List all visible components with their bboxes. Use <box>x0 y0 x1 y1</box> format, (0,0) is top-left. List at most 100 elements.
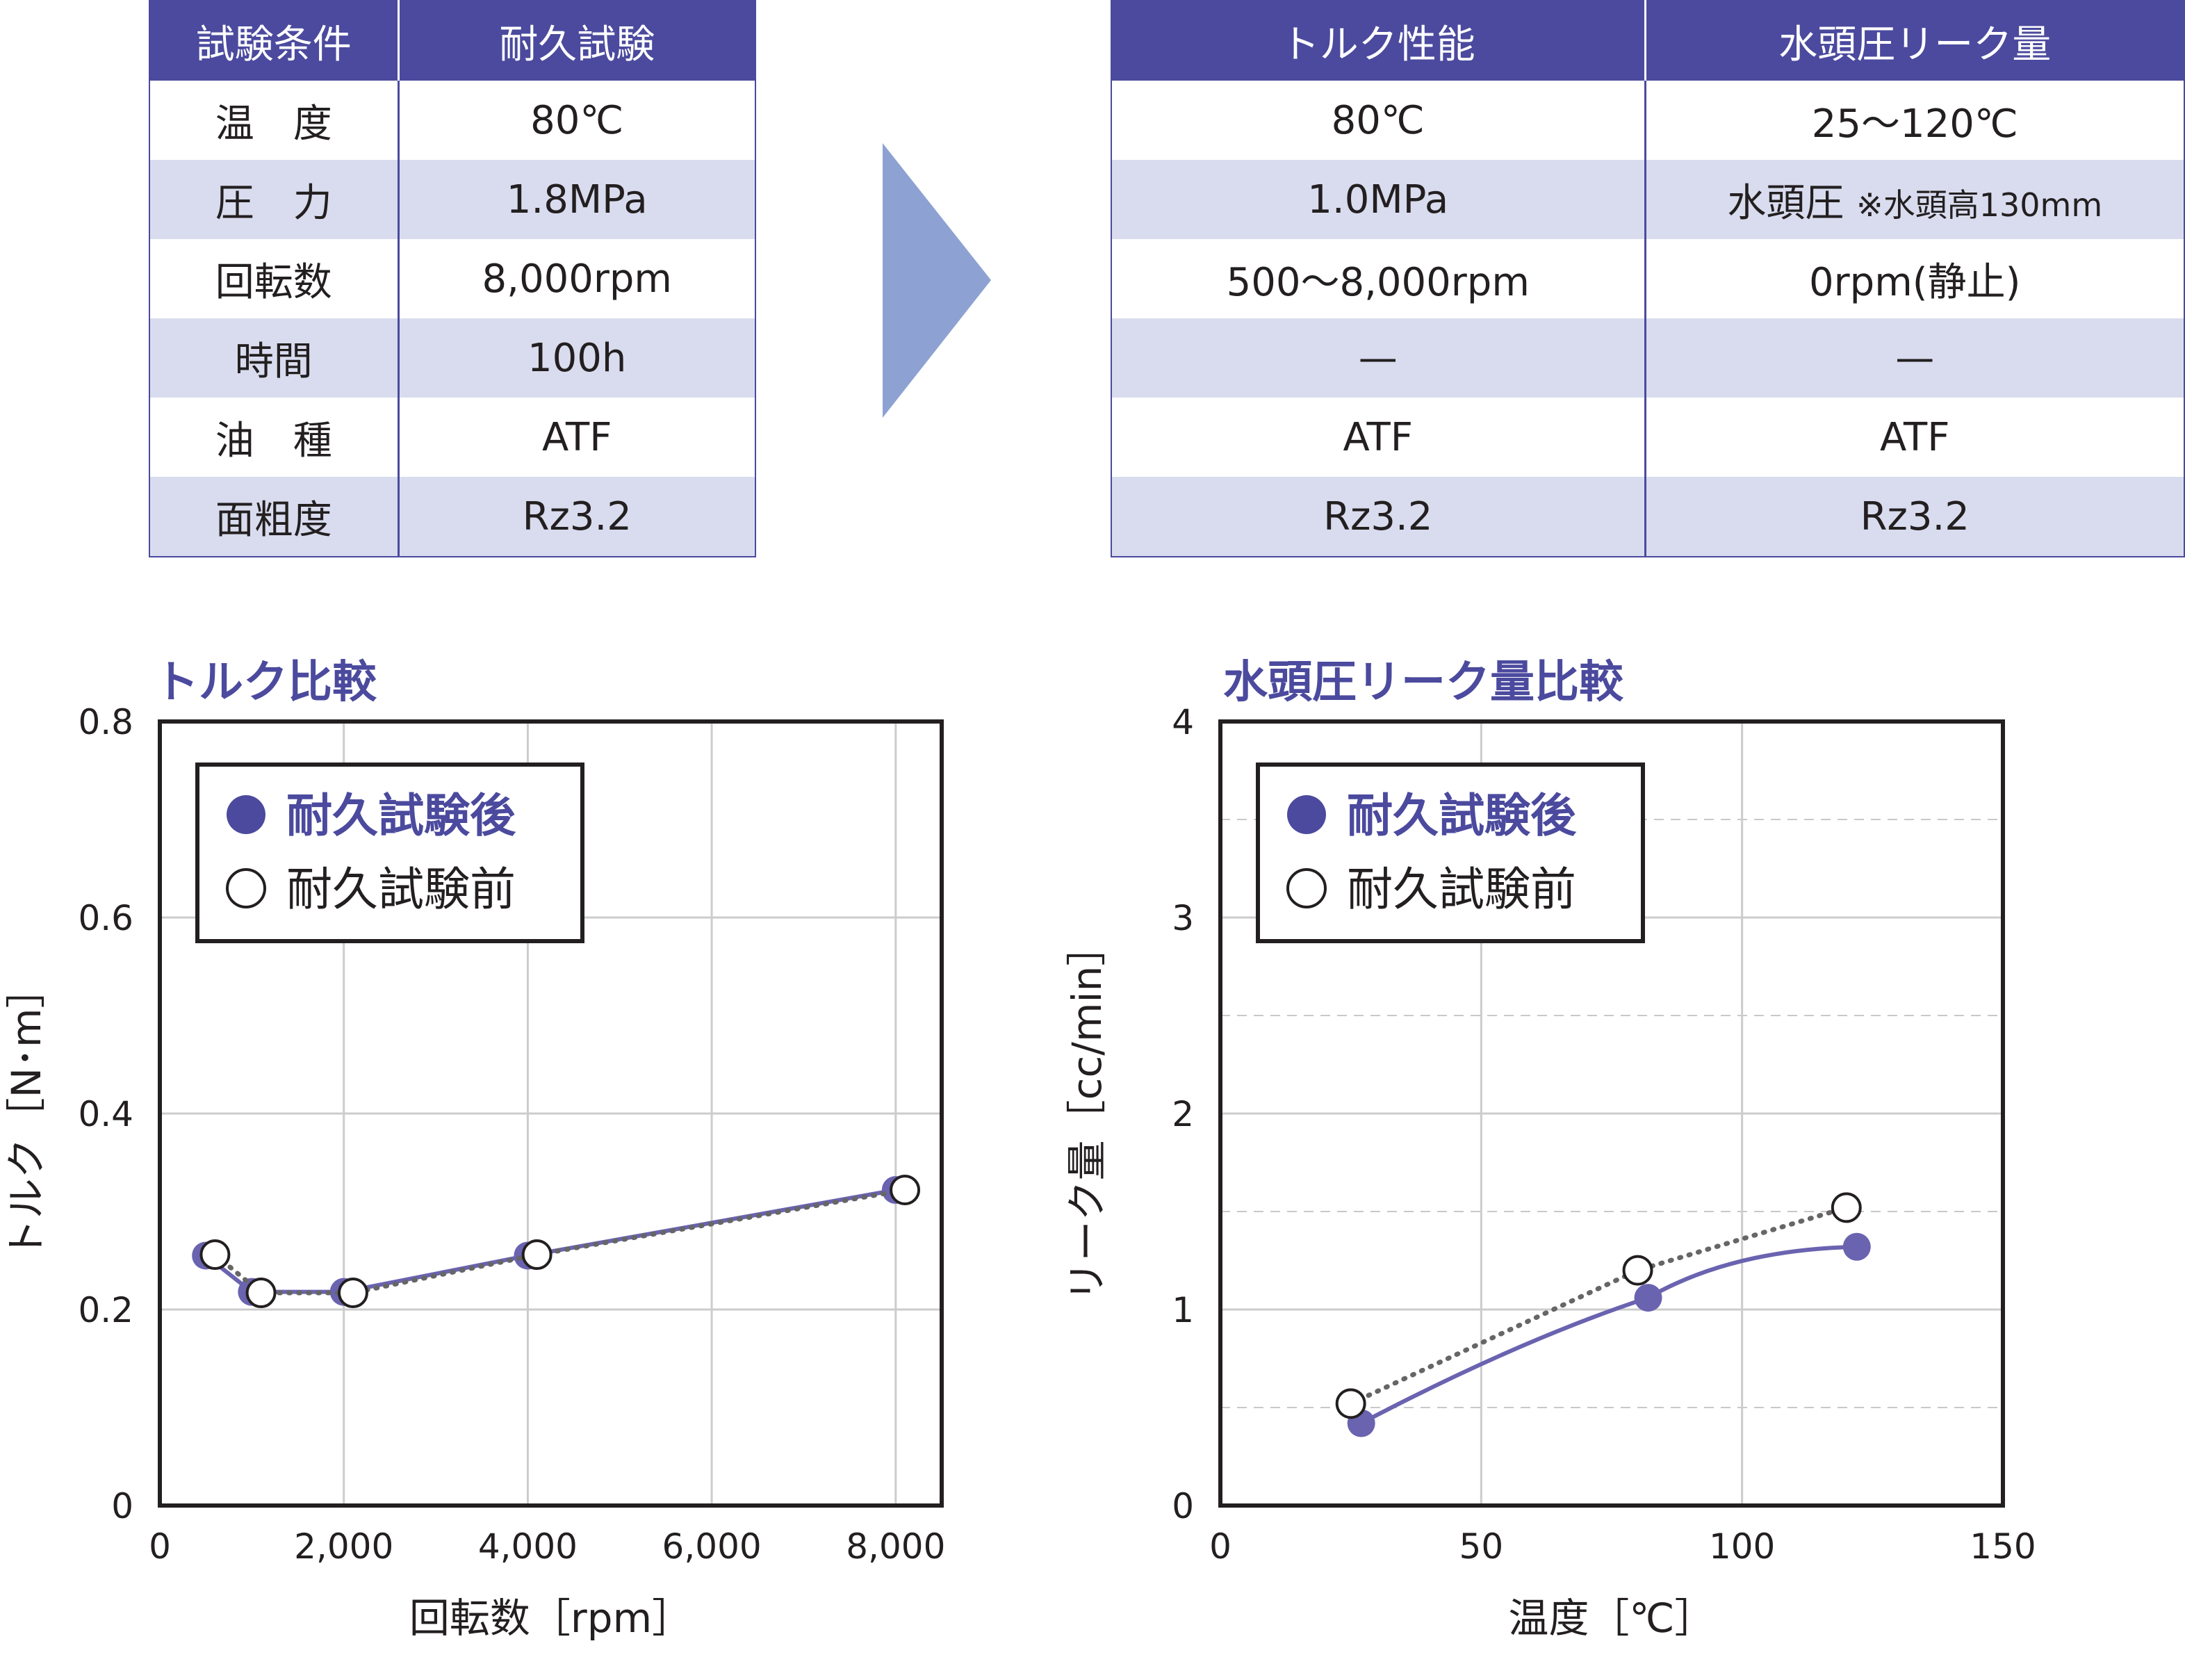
table-row: 圧 力 1.8MPa <box>149 160 755 239</box>
x-tick-label: 150 <box>1970 1526 2036 1567</box>
data-point <box>1831 1192 1862 1223</box>
table-header-cell: 耐久試験 <box>398 1 755 81</box>
x-tick-label: 50 <box>1459 1526 1504 1567</box>
data-point <box>1335 1388 1366 1419</box>
table-cell: 面粗度 <box>149 477 400 557</box>
table-row: 1.0MPa 水頭圧 ※水頭高130mm <box>1111 160 2184 239</box>
legend-label: 耐久試験前 <box>286 863 516 916</box>
legend-marker <box>1287 795 1326 834</box>
table-cell: 回転数 <box>149 239 400 318</box>
series-line <box>1348 1205 1849 1406</box>
data-point <box>245 1278 277 1309</box>
table-header-row: トルク性能 水頭圧リーク量 <box>1111 1 2184 81</box>
y-tick-label: 0 <box>111 1486 133 1526</box>
table-header-cell: 水頭圧リーク量 <box>1645 1 2184 81</box>
table-cell: — <box>1111 318 1646 398</box>
legend-box <box>195 762 584 943</box>
table-row: 面粗度 Rz3.2 <box>149 477 755 557</box>
y-tick-label: 0.6 <box>78 898 133 938</box>
leak-chart-title: 水頭圧リーク量比較 <box>1223 657 1623 708</box>
table-cell: 0rpm(静止) <box>1809 259 2021 305</box>
table-header-cell: 試験条件 <box>149 1 400 81</box>
table-row: Rz3.2 Rz3.2 <box>1111 477 2184 557</box>
legend-label: 耐久試験後 <box>286 789 516 842</box>
plot-frame <box>158 719 944 1508</box>
table-row: 500～8,000rpm 0rpm(静止) <box>1111 239 2184 318</box>
table-row: — — <box>1111 318 2184 398</box>
table-cell: — <box>1645 318 2184 398</box>
table-cell: 8,000rpm <box>482 256 672 302</box>
data-point <box>1634 1284 1662 1312</box>
table-cell: 水頭圧 ※水頭高130mm <box>1645 160 2184 239</box>
evaluation-conditions-table: トルク性能 水頭圧リーク量 80℃ 25～120℃ 1.0MPa 水頭圧 ※水頭… <box>1111 0 2185 557</box>
table-cell: 1.0MPa <box>1111 160 1646 239</box>
y-tick-label: 4 <box>1172 702 1194 742</box>
plot-frame <box>1218 719 2005 1508</box>
table-cell: Rz3.2 <box>1111 477 1646 557</box>
table-row: 回転数 8,000rpm <box>149 239 755 318</box>
y-axis-label: トルク［N･m］ <box>3 968 50 1259</box>
y-tick-label: 2 <box>1172 1094 1194 1134</box>
table-row: 油 種 ATF <box>149 398 755 477</box>
data-point <box>1622 1255 1653 1286</box>
data-point <box>890 1174 921 1205</box>
legend-marker <box>1286 868 1327 908</box>
data-point <box>199 1239 231 1271</box>
x-tick-label: 0 <box>149 1526 171 1567</box>
table-cell: 25～120℃ <box>1811 101 2018 147</box>
x-axis-label: 回転数［rpm］ <box>409 1595 692 1642</box>
table-cell: Rz3.2 <box>398 477 755 557</box>
torque-chart-title: トルク比較 <box>154 657 377 708</box>
table-row: ATF ATF <box>1111 398 2184 477</box>
y-tick-label: 1 <box>1172 1290 1194 1330</box>
table-row: 80℃ 25～120℃ <box>1111 81 2184 160</box>
test-conditions-table: 試験条件 耐久試験 温 度 80℃ 圧 力 1.8MPa 回転数 8,000rp… <box>149 0 756 557</box>
right-arrow-icon <box>883 143 991 418</box>
table-cell: 油 種 <box>149 398 400 477</box>
x-tick-label: 8,000 <box>846 1526 945 1567</box>
y-tick-label: 0 <box>1172 1486 1194 1526</box>
x-tick-label: 100 <box>1709 1526 1775 1567</box>
y-tick-label: 0.4 <box>78 1094 133 1134</box>
series-line <box>1360 1244 1857 1426</box>
leak-chart: 0 50 100 150 0 1 2 3 4 温度［℃］ リーク量［cc/min］ 耐久試験後耐久試験… <box>1063 702 2036 1642</box>
table-cell: 1.8MPa <box>398 160 755 239</box>
table-cell-text: 水頭圧 <box>1727 180 1844 226</box>
y-tick-label: 0.8 <box>78 702 133 742</box>
legend-marker <box>227 795 265 834</box>
x-tick-label: 0 <box>1209 1526 1231 1567</box>
data-point <box>521 1239 553 1271</box>
x-axis-label: 温度［℃］ <box>1508 1595 1715 1642</box>
table-cell-note: ※水頭高130mm <box>1856 186 2103 224</box>
table-cell: 500～8,000rpm <box>1111 239 1646 318</box>
series-line <box>204 1188 897 1294</box>
table-header-row: 試験条件 耐久試験 <box>149 1 755 81</box>
table-cell: Rz3.2 <box>1645 477 2184 557</box>
y-tick-label: 0.2 <box>78 1290 133 1330</box>
legend-label: 耐久試験後 <box>1347 789 1577 842</box>
table-cell: 80℃ <box>530 97 624 143</box>
table-cell: 80℃ <box>1111 81 1646 160</box>
y-tick-label: 3 <box>1172 898 1194 938</box>
legend-marker <box>226 868 266 908</box>
table-header-cell: トルク性能 <box>1111 1 1646 81</box>
data-point <box>1842 1232 1871 1261</box>
table-cell: ATF <box>542 414 612 460</box>
table-row: 温 度 80℃ <box>149 81 755 160</box>
table-cell: 時間 <box>149 318 400 398</box>
legend-box <box>1256 762 1645 943</box>
series-line <box>212 1187 908 1296</box>
table-cell: 温 度 <box>149 81 400 160</box>
table-cell: ATF <box>1111 398 1646 477</box>
torque-chart: 0 2,000 4,000 6,000 8,000 0 0.2 0.4 0.6 0.8 回転数［rp… <box>3 702 945 1642</box>
y-axis-label: リーク量［cc/min］ <box>1063 926 1111 1302</box>
table-cell: 圧 力 <box>149 160 400 239</box>
table-row: 時間 100h <box>149 318 755 398</box>
x-tick-label: 6,000 <box>662 1526 762 1567</box>
x-tick-label: 2,000 <box>294 1526 393 1567</box>
data-point <box>337 1278 368 1309</box>
legend-label: 耐久試験前 <box>1347 863 1576 916</box>
table-cell: 100h <box>398 318 755 398</box>
x-tick-label: 4,000 <box>478 1526 578 1567</box>
